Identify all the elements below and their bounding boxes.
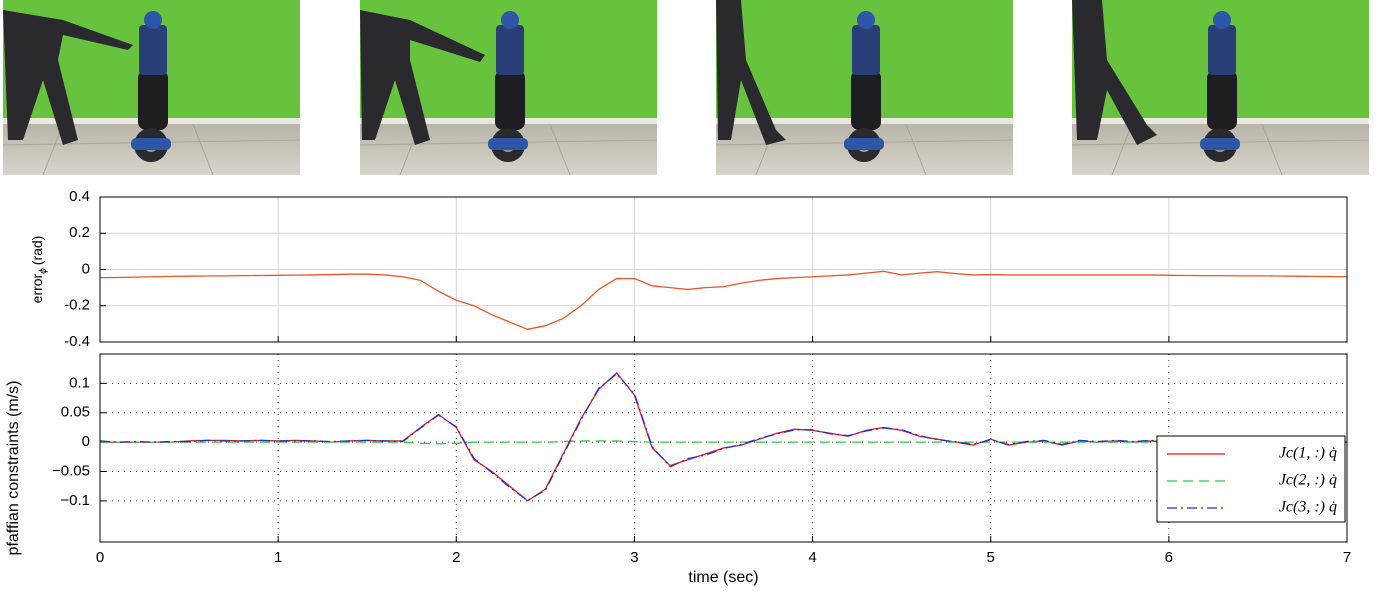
y-tick-label: 0.4 bbox=[69, 188, 90, 205]
y-label-subscript: ϕ bbox=[38, 268, 49, 274]
x-tick-label: 3 bbox=[630, 549, 638, 566]
x-axis-label: time (sec) bbox=[688, 569, 758, 586]
y-tick-label: −0.05 bbox=[52, 462, 90, 479]
photo-frame bbox=[1072, 0, 1369, 175]
legend-label: Jc(1, :) q̇ bbox=[1279, 445, 1337, 462]
y-axis-label: pfaffian constraints (m/s) bbox=[5, 381, 22, 556]
y-tick-label: 0 bbox=[82, 433, 90, 450]
x-tick-label: 6 bbox=[1165, 549, 1173, 566]
y-tick-label: 0.2 bbox=[69, 224, 90, 241]
legend-label: Jc(2, :) q̇ bbox=[1279, 472, 1337, 489]
x-tick-label: 5 bbox=[987, 549, 995, 566]
y-label-unit: (rad) bbox=[29, 236, 45, 266]
x-tick-label: 1 bbox=[274, 549, 282, 566]
x-tick-label: 0 bbox=[96, 549, 104, 566]
photo-frame bbox=[360, 0, 657, 175]
y-tick-label: -0.4 bbox=[64, 333, 90, 350]
legend-label: Jc(3, :) q̇ bbox=[1279, 499, 1337, 516]
photo-frame bbox=[716, 0, 1013, 175]
y-tick-label: 0 bbox=[82, 260, 90, 277]
x-tick-label: 7 bbox=[1343, 549, 1351, 566]
figure: -0.4 -0.2 0 0.2 0.4 errorϕ (rad) 0 1 2 3 4 5 6 7 −0.1 −0… bbox=[0, 0, 1395, 591]
y-tick-label: 0.05 bbox=[61, 404, 90, 421]
y-label-text: error bbox=[29, 273, 45, 303]
y-tick-label: -0.2 bbox=[64, 297, 90, 314]
x-tick-label: 2 bbox=[452, 549, 460, 566]
photo-frame bbox=[3, 0, 300, 175]
y-axis-label: errorϕ (rad) bbox=[29, 236, 49, 304]
y-tick-label: 0.1 bbox=[69, 374, 90, 391]
x-tick-label: 4 bbox=[808, 549, 816, 566]
y-tick-label: −0.1 bbox=[60, 492, 90, 509]
